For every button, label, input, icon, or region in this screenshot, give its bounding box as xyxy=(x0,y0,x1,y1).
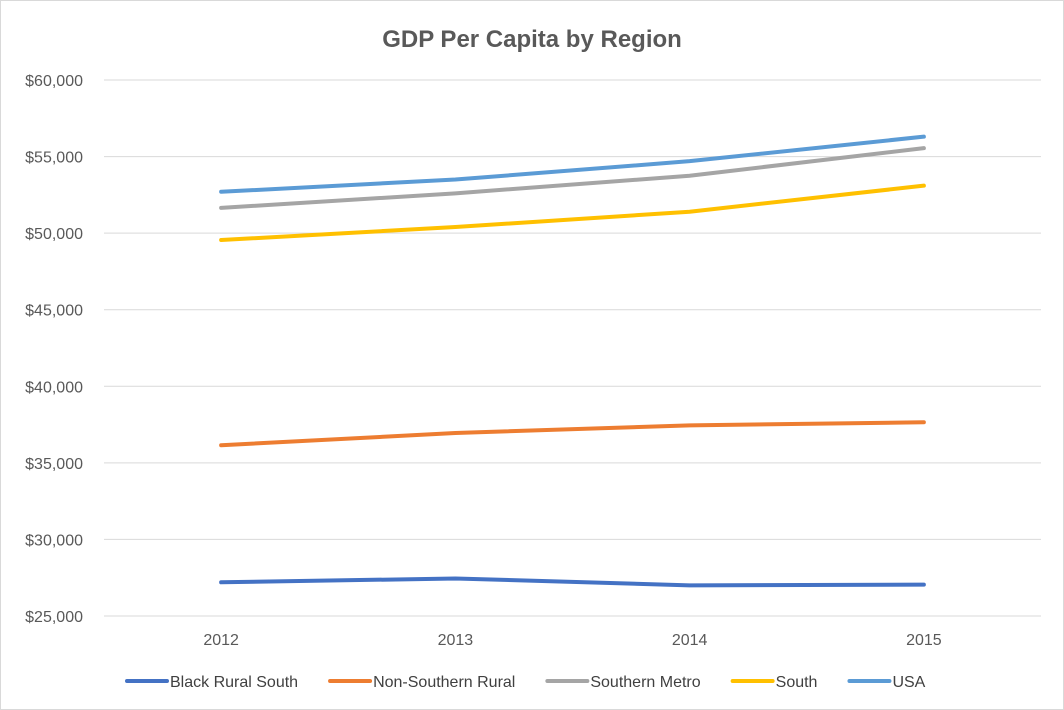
legend-item: Southern Metro xyxy=(545,674,701,691)
series-line xyxy=(219,420,926,448)
legend-label: Non-Southern Rural xyxy=(373,674,515,691)
y-tick-label: $25,000 xyxy=(25,609,83,626)
legend-item: USA xyxy=(847,674,926,691)
y-tick-label: $55,000 xyxy=(25,150,83,167)
y-tick-label: $35,000 xyxy=(25,456,83,473)
chart-title: GDP Per Capita by Region xyxy=(382,26,682,53)
legend-item: Non-Southern Rural xyxy=(328,674,515,691)
y-axis-ticks: $25,000 $30,000 $35,000 $40,000 $45,000 $50,0… xyxy=(25,73,83,626)
series-lines xyxy=(219,134,926,588)
y-tick-label: $30,000 xyxy=(25,532,83,549)
y-tick-label: $45,000 xyxy=(25,303,83,320)
legend-label: Black Rural South xyxy=(170,674,298,691)
y-tick-label: $40,000 xyxy=(25,379,83,396)
x-tick-label: 2013 xyxy=(438,632,474,649)
x-tick-label: 2015 xyxy=(906,632,942,649)
gridlines xyxy=(104,79,1041,617)
legend-label: Southern Metro xyxy=(590,674,700,691)
x-axis-ticks: 2012 2013 2014 2015 xyxy=(203,632,941,649)
legend-label: South xyxy=(776,674,818,691)
legend-label: USA xyxy=(892,674,925,691)
series-line xyxy=(219,146,926,210)
x-tick-label: 2014 xyxy=(672,632,708,649)
x-tick-label: 2012 xyxy=(203,632,239,649)
legend-item: South xyxy=(730,674,818,691)
series-line xyxy=(219,134,926,194)
y-tick-label: $50,000 xyxy=(25,226,83,243)
legend-item: Black Rural South xyxy=(125,674,298,691)
series-line xyxy=(219,183,926,243)
series-line xyxy=(219,576,926,588)
y-tick-label: $60,000 xyxy=(25,73,83,90)
legend: Black Rural South Non-Southern Rural South… xyxy=(125,674,926,691)
